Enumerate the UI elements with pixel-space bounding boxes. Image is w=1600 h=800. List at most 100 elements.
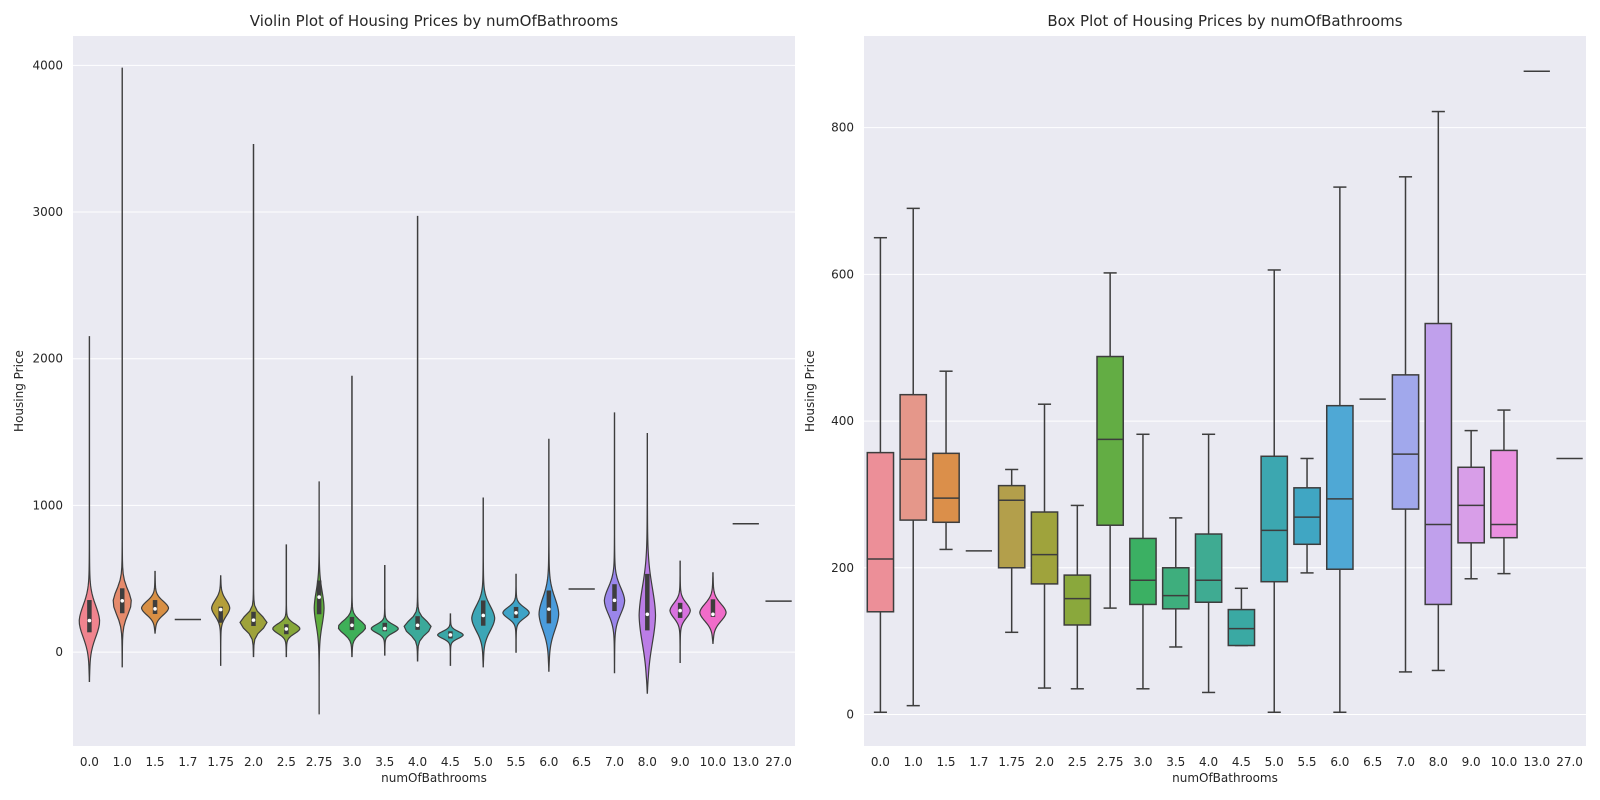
violin-y-ticks: 0 1000 2000 3000 4000	[32, 58, 63, 659]
box-plot-panel: 0.0 1.0 1.5 1.7 1.75 2.0 2.5 2.75 3.0 3.5 4.0 4.5 5.…	[803, 12, 1586, 785]
y-tick-label: 400	[831, 414, 854, 428]
violin-chart-title: Violin Plot of Housing Prices by numOfBa…	[250, 12, 619, 30]
violin-median	[350, 623, 354, 628]
x-tick-label: 9.0	[671, 755, 690, 769]
violin-median	[218, 607, 223, 612]
y-tick-label: 2000	[32, 352, 63, 366]
violin-body	[337, 375, 367, 658]
violin-median	[87, 618, 92, 623]
violin-body	[370, 564, 399, 656]
x-tick-label: 8.0	[638, 755, 657, 769]
x-tick-label: 4.5	[441, 755, 460, 769]
x-tick-label: 7.0	[605, 755, 624, 769]
x-tick-label: 2.0	[1035, 755, 1054, 769]
x-tick-label: 1.0	[904, 755, 923, 769]
violin-median	[251, 618, 256, 622]
x-tick-label: 27.0	[765, 755, 792, 769]
box-iqr	[866, 451, 895, 613]
x-tick-label: 9.0	[1462, 755, 1481, 769]
x-tick-label: 0.0	[871, 755, 890, 769]
x-tick-label: 3.5	[1166, 755, 1185, 769]
x-tick-label: 3.5	[375, 755, 394, 769]
x-tick-label: 0.0	[80, 755, 99, 769]
x-tick-label: 1.7	[178, 755, 197, 769]
violin-median	[415, 623, 420, 628]
violin-body	[538, 438, 560, 672]
x-tick-label: 2.75	[306, 755, 333, 769]
x-tick-label: 2.75	[1097, 755, 1124, 769]
y-tick-label: 3000	[32, 205, 63, 219]
violin-median	[120, 598, 125, 603]
violin-median	[317, 595, 321, 599]
x-tick-label: 6.0	[1330, 755, 1349, 769]
box-gridlines	[864, 127, 1586, 715]
box-y-ticks: 0 200 400 600 800	[831, 121, 854, 722]
x-tick-label: 6.0	[539, 755, 558, 769]
violin-body	[436, 613, 464, 666]
box-iqr	[1260, 455, 1289, 583]
x-tick-label: 1.5	[145, 755, 164, 769]
violin-marks	[78, 67, 792, 715]
box-iqr	[1424, 322, 1453, 606]
box-iqr	[997, 484, 1026, 569]
x-tick-label: 13.0	[1523, 755, 1550, 769]
box-iqr	[1227, 608, 1256, 647]
box-iqr	[899, 393, 928, 521]
x-tick-label: 4.5	[1232, 755, 1251, 769]
box-plot-area	[864, 36, 1586, 746]
violin-plot-area	[73, 36, 795, 746]
violin-median	[153, 607, 157, 611]
box-iqr	[1391, 374, 1420, 510]
x-tick-label: 8.0	[1429, 755, 1448, 769]
x-tick-label: 5.0	[474, 755, 493, 769]
x-tick-label: 13.0	[732, 755, 759, 769]
x-tick-label: 3.0	[342, 755, 361, 769]
violin-median	[284, 627, 289, 631]
y-tick-label: 1000	[32, 498, 63, 512]
violin-gridlines	[73, 64, 795, 653]
x-tick-label: 1.5	[936, 755, 955, 769]
y-tick-label: 0	[846, 707, 854, 721]
violin-body	[471, 497, 496, 668]
box-iqr	[1063, 574, 1092, 626]
box-iqr	[1129, 537, 1157, 606]
x-tick-label: 2.5	[277, 755, 296, 769]
violin-body	[239, 143, 268, 658]
box-y-axis-label: Housing Price	[803, 350, 817, 432]
box-x-ticks: 0.0 1.0 1.5 1.7 1.75 2.0 2.5 2.75 3.0 3.5 4.0 4.5 5.…	[871, 755, 1583, 769]
box-iqr	[1096, 355, 1125, 526]
x-tick-label: 1.75	[207, 755, 234, 769]
violin-median	[448, 633, 453, 637]
violin-body	[603, 412, 626, 674]
violin-x-axis-label: numOfBathrooms	[381, 771, 487, 785]
x-tick-label: 6.5	[1363, 755, 1382, 769]
x-tick-label: 27.0	[1556, 755, 1583, 769]
y-tick-label: 0	[55, 645, 63, 659]
x-tick-label: 6.5	[572, 755, 591, 769]
box-iqr	[1325, 404, 1354, 570]
y-tick-label: 600	[831, 267, 854, 281]
violin-median	[711, 612, 715, 617]
y-tick-label: 800	[831, 121, 854, 135]
box-iqr	[1293, 487, 1321, 546]
violin-median	[612, 598, 617, 603]
x-tick-label: 1.75	[998, 755, 1025, 769]
x-tick-label: 2.5	[1068, 755, 1087, 769]
x-tick-label: 10.0	[1491, 755, 1518, 769]
box-iqr	[1490, 449, 1518, 539]
violin-median	[514, 611, 518, 615]
x-tick-label: 1.7	[969, 755, 988, 769]
violin-median	[678, 608, 682, 613]
box-iqr	[1194, 533, 1223, 603]
y-tick-label: 200	[831, 561, 854, 575]
x-tick-label: 5.5	[1297, 755, 1316, 769]
x-tick-label: 4.0	[1199, 755, 1218, 769]
x-tick-label: 2.0	[244, 755, 263, 769]
box-chart-title: Box Plot of Housing Prices by numOfBathr…	[1047, 12, 1402, 30]
x-tick-label: 7.0	[1396, 755, 1415, 769]
box-x-axis-label: numOfBathrooms	[1172, 771, 1278, 785]
x-tick-label: 1.0	[113, 755, 132, 769]
violin-x-ticks: 0.0 1.0 1.5 1.7 1.75 2.0 2.5 2.75 3.0 3.5 4.0 4.5 5.…	[80, 755, 792, 769]
y-tick-label: 4000	[32, 58, 63, 72]
